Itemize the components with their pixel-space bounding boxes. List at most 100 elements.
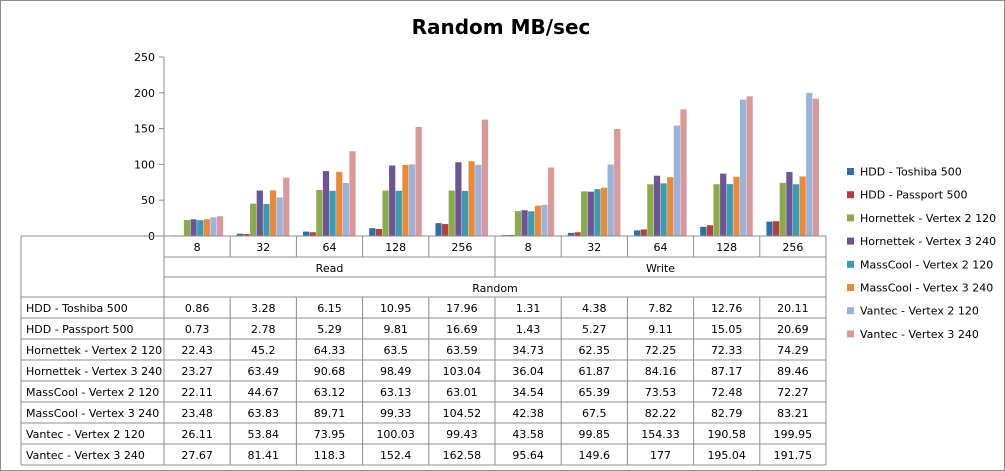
bar [183,219,191,236]
bar [547,167,555,236]
table-cell: 9.11 [648,323,673,336]
bar [773,221,780,236]
bar [786,171,793,236]
legend-swatch [847,214,854,222]
table-cell: 10.95 [380,302,412,315]
table-cell: 3.28 [251,302,276,315]
table-cell: 154.33 [641,428,680,441]
table-cell: 23.27 [181,365,213,378]
table-cell: 99.43 [446,428,478,441]
table-cell: 17.96 [446,302,478,315]
x-tick-label: 256 [451,241,472,254]
legend: HDD - Toshiba 500 HDD - Passport 500 Horne… [847,166,996,341]
table-cell: 98.49 [380,365,412,378]
table-cell: 65.39 [579,386,611,399]
table-cell: 2.78 [251,323,276,336]
bar [442,224,449,236]
bar [336,171,343,236]
bar [461,190,469,236]
table-cell: 104.52 [443,407,482,420]
table-cell: 53.84 [248,428,280,441]
table-series-name: HDD - Toshiba 500 [26,302,128,315]
bar [236,233,244,236]
bar [581,191,588,236]
table-cell: 63.13 [380,386,412,399]
table-cell: 195.04 [707,449,746,462]
bar [389,165,396,236]
x-tick-label: 32 [256,241,270,254]
legend-label: MassCool - Vertex 3 240 [860,282,993,295]
table-cell: 99.85 [579,428,611,441]
table-cell: 72.33 [711,344,743,357]
data-table: HDD - Toshiba 500 0.86 3.28 6.15 10.95 17.96 1… [20,296,827,466]
table-cell: 44.67 [248,386,280,399]
table-cell: 5.29 [317,323,342,336]
table-cell: 27.67 [181,449,213,462]
bar [263,204,270,236]
x-tick-label: 64 [654,241,668,254]
legend-swatch [847,168,854,175]
table-cell: 5.27 [582,323,607,336]
bar [534,205,541,236]
table-cell: 61.87 [579,365,611,378]
bar [634,230,641,236]
bar [746,96,753,237]
bar [309,232,316,236]
table-cell: 73.53 [645,386,677,399]
table-cell: 83.21 [777,407,809,420]
bar [203,219,210,236]
table-cell: 72.48 [711,386,743,399]
bar [216,216,224,236]
bar [726,184,733,236]
table-cell: 103.04 [443,365,482,378]
bar [567,232,575,236]
table-cell: 63.12 [314,386,346,399]
table-cell: 23.48 [181,407,213,420]
table-cell: 90.68 [314,365,346,378]
bar [528,211,535,236]
table-cell: 177 [650,449,671,462]
x-tick-label: 32 [587,241,601,254]
table-cell: 89.71 [314,407,346,420]
table-series-name: Hornettek - Vertex 2 120 [26,344,162,357]
bar [680,109,687,236]
table-cell: 62.35 [579,344,611,357]
bar [799,176,806,236]
bar [792,184,800,236]
table-cell: 45.2 [251,344,276,357]
table-cell: 149.6 [579,449,611,462]
legend-label: Hornettek - Vertex 3 240 [860,235,996,248]
bar [369,228,376,236]
x-tick-label: 8 [194,241,201,254]
bar [574,232,581,236]
table-cell: 0.73 [185,323,210,336]
x-group-label: Read [316,262,344,275]
table-cell: 63.01 [446,386,478,399]
bar [514,211,522,236]
bar [521,210,528,236]
bar [250,203,257,236]
bar [197,220,204,236]
table-cell: 15.05 [711,323,743,336]
table-cell: 0.86 [185,302,210,315]
bar [594,189,601,236]
table-cell: 87.17 [711,365,743,378]
table-cell: 7.82 [648,302,673,315]
legend-swatch [847,330,854,338]
table-series-name: MassCool - Vertex 2 120 [26,386,159,399]
table-cell: 12.76 [711,302,743,315]
legend-label: HDD - Passport 500 [860,189,968,202]
y-tick-label: 50 [141,194,155,207]
x-tick-label: 128 [716,241,737,254]
table-cell: 63.5 [383,344,408,357]
bar [382,190,389,236]
x-axis-title: Random [472,282,518,295]
table-cell: 34.54 [512,386,544,399]
table-series-name: MassCool - Vertex 3 240 [26,407,159,420]
bar [481,119,488,236]
table-cell: 6.15 [317,302,342,315]
legend-label: HDD - Toshiba 500 [860,166,962,179]
bar [468,161,475,236]
